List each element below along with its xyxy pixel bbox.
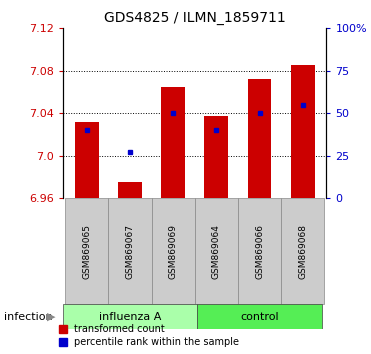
Bar xyxy=(75,122,99,198)
Text: influenza A: influenza A xyxy=(99,312,161,322)
Legend: transformed count, percentile rank within the sample: transformed count, percentile rank withi… xyxy=(57,322,241,349)
Text: infection: infection xyxy=(4,312,52,322)
Bar xyxy=(118,182,142,198)
Bar xyxy=(281,198,324,304)
Text: GSM869069: GSM869069 xyxy=(169,224,178,279)
Bar xyxy=(161,87,185,198)
Bar xyxy=(197,304,322,329)
Text: control: control xyxy=(240,312,279,322)
Text: GSM869067: GSM869067 xyxy=(125,224,135,279)
Bar xyxy=(65,198,108,304)
Bar xyxy=(195,198,238,304)
Bar xyxy=(63,304,197,329)
Bar xyxy=(291,65,315,198)
Bar xyxy=(238,198,281,304)
Text: GSM869064: GSM869064 xyxy=(212,224,221,279)
Text: GSM869066: GSM869066 xyxy=(255,224,264,279)
Bar xyxy=(152,198,195,304)
Text: GSM869068: GSM869068 xyxy=(298,224,307,279)
Bar xyxy=(248,79,272,198)
Text: GSM869065: GSM869065 xyxy=(82,224,91,279)
Text: ▶: ▶ xyxy=(47,312,55,322)
Bar xyxy=(204,116,228,198)
Bar xyxy=(108,198,152,304)
Title: GDS4825 / ILMN_1859711: GDS4825 / ILMN_1859711 xyxy=(104,11,286,24)
